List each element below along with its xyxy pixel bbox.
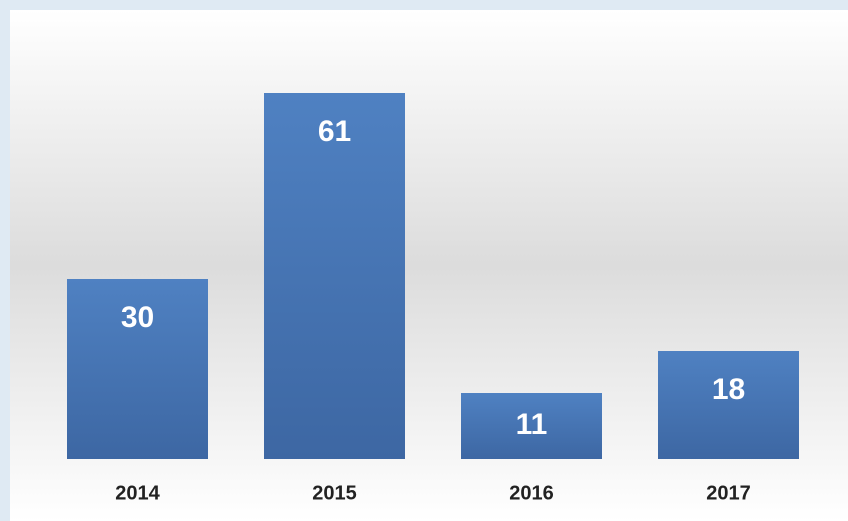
x-tick-label: 2014 — [115, 482, 160, 504]
bar — [658, 351, 799, 459]
x-tick-label: 2017 — [706, 482, 751, 504]
value-label: 18 — [712, 373, 745, 406]
value-label: 11 — [516, 408, 548, 441]
x-tick-label: 2015 — [312, 482, 357, 504]
bar — [264, 93, 405, 459]
value-label: 30 — [121, 301, 154, 334]
x-tick-label: 2016 — [509, 482, 554, 504]
value-label: 61 — [318, 115, 351, 148]
bar — [67, 279, 208, 459]
bar — [461, 393, 602, 459]
